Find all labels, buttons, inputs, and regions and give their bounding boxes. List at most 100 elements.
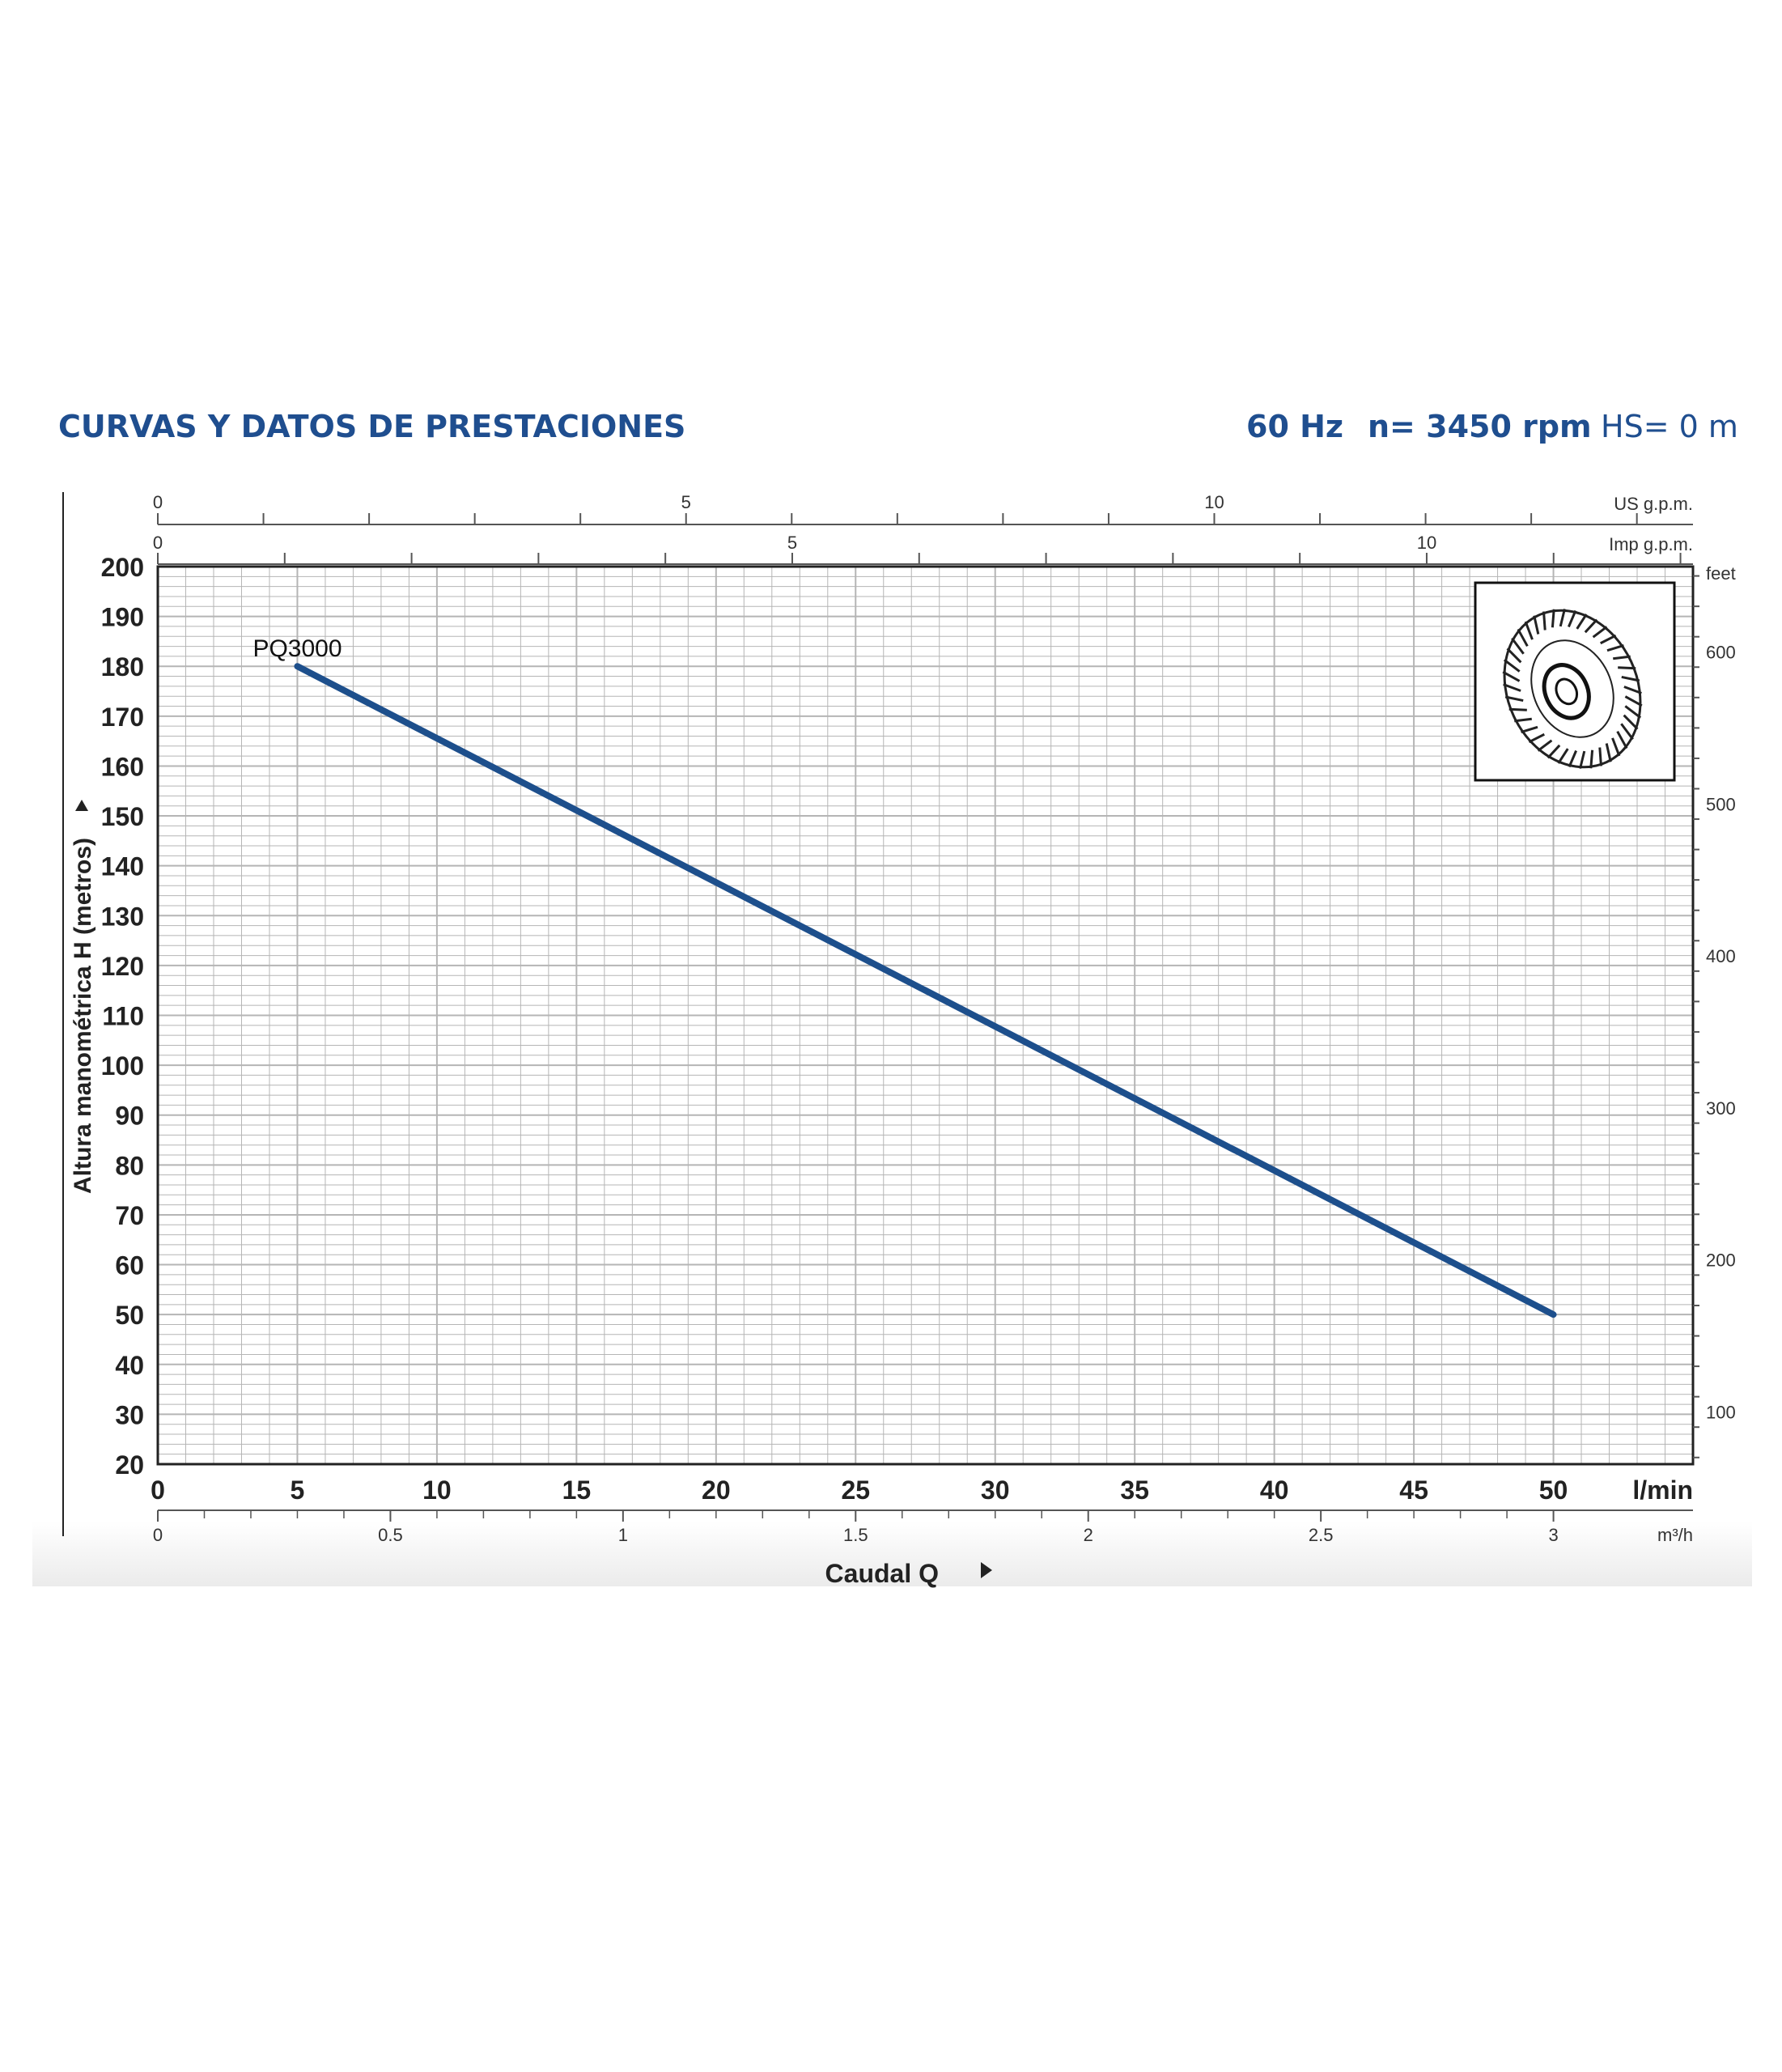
x-tick-label: 25 [841, 1475, 870, 1505]
x-tick-label: 30 [981, 1475, 1010, 1505]
impeller-vane [1524, 621, 1534, 640]
impeller-frame [1474, 581, 1676, 782]
y-tick-label: 40 [115, 1351, 144, 1380]
y-arrow-icon [75, 800, 88, 811]
us-gpm-unit: US g.p.m. [1614, 494, 1693, 514]
y-tick-label: 170 [101, 703, 144, 732]
secondary-axes: 0 5 10 US g.p.m. 0 5 10 Imp g.p.m. 0 0.5 1 1.5 2 2.5 3… [153, 492, 1736, 1545]
series-layer: PQ3000 [252, 635, 1557, 1318]
impeller-vane [1508, 707, 1527, 711]
y-tick-label: 190 [101, 603, 144, 632]
feet-label: 200 [1706, 1250, 1736, 1271]
y-tick-label: 50 [115, 1301, 144, 1330]
impeller-vane [1551, 609, 1555, 628]
impeller-inner [1530, 639, 1614, 738]
impeller-vane [1511, 637, 1525, 655]
frequency-label: 60 Hz [1246, 409, 1344, 444]
feet-label: 400 [1706, 946, 1736, 966]
x-tick-label: 20 [702, 1475, 731, 1505]
feet-label: 500 [1706, 794, 1736, 814]
impeller-vane [1623, 686, 1642, 694]
us-gpm-label: 5 [681, 492, 691, 512]
y-tick-label: 140 [101, 852, 144, 881]
m3h-label: 0 [153, 1525, 163, 1545]
imp-gpm-label: 0 [153, 533, 163, 553]
impeller-vane [1517, 628, 1529, 648]
y-tick-label: 30 [115, 1400, 144, 1429]
series-line [294, 663, 1557, 1318]
impeller-rim [1503, 609, 1642, 769]
x-tick-label: 40 [1260, 1475, 1289, 1505]
x-axis-title: Caudal Q [825, 1559, 939, 1588]
impeller-vane [1620, 723, 1634, 741]
speed-label: n= 3450 rpm [1368, 409, 1592, 444]
m3h-label: 0.5 [378, 1525, 403, 1545]
y-tick-label: 100 [101, 1051, 144, 1081]
y-tick-label: 90 [115, 1102, 144, 1131]
impeller-vane [1589, 749, 1594, 769]
us-gpm-label: 10 [1204, 492, 1224, 512]
impeller-vane [1514, 717, 1532, 723]
impeller-vane [1503, 659, 1521, 673]
impeller-vane [1521, 725, 1538, 733]
page-fade [32, 1522, 1752, 1586]
chart-axes: 2030405060708090100110120130140150160170… [62, 492, 1695, 1588]
impeller-vane [1557, 748, 1569, 764]
impeller-vane [1598, 747, 1602, 766]
impeller-vane [1502, 670, 1521, 682]
impeller-vane [1616, 730, 1628, 749]
feet-label: 300 [1706, 1098, 1736, 1119]
y-tick-label: 110 [102, 1002, 144, 1031]
m3h-unit: m³/h [1657, 1525, 1693, 1545]
imp-gpm-unit: Imp g.p.m. [1609, 534, 1693, 554]
impeller-vane [1605, 743, 1612, 762]
impeller-vane [1568, 749, 1577, 768]
impeller-icon [1474, 581, 1676, 782]
impeller-vane [1600, 634, 1617, 645]
m3h-label: 1 [618, 1525, 628, 1545]
y-tick-label: 130 [101, 902, 144, 931]
impeller-vane [1621, 675, 1640, 682]
x-tick-label: 50 [1539, 1475, 1568, 1505]
m3h-label: 2 [1084, 1525, 1093, 1545]
impeller-hub [1542, 663, 1591, 720]
y-axis-title: Altura manométrica H (metros) [70, 838, 96, 1194]
impeller-vane [1542, 611, 1547, 631]
y-tick-label: 180 [101, 652, 144, 681]
impeller-vane [1533, 615, 1540, 635]
m3h-label: 1.5 [843, 1525, 868, 1545]
x-tick-label: 10 [422, 1475, 452, 1505]
impeller-vane [1584, 618, 1598, 634]
impeller-vane [1624, 705, 1642, 719]
x-unit-label: l/min [1632, 1475, 1693, 1505]
y-tick-label: 160 [101, 752, 144, 781]
impeller-vane [1503, 683, 1521, 692]
impeller-vane [1576, 614, 1588, 630]
m3h-label: 3 [1548, 1525, 1558, 1545]
impeller-vane [1613, 655, 1631, 660]
impeller-vane [1592, 626, 1608, 639]
x-tick-label: 15 [562, 1475, 592, 1505]
impeller-vane [1547, 744, 1561, 759]
feet-unit: feet [1706, 563, 1736, 584]
impeller-vane [1506, 648, 1522, 664]
chart-grid [157, 566, 1694, 1465]
suction-label: HS= 0 m [1601, 409, 1738, 444]
series-label: PQ3000 [252, 635, 342, 662]
m3h-label: 2.5 [1309, 1525, 1334, 1545]
y-tick-label: 200 [101, 553, 144, 582]
feet-label: 100 [1706, 1402, 1736, 1422]
y-tick-label: 150 [101, 802, 144, 831]
impeller-vane [1624, 695, 1643, 707]
page-title: CURVAS Y DATOS DE PRESTACIONES [58, 409, 686, 444]
imp-gpm-label: 10 [1417, 533, 1436, 553]
y-tick-label: 70 [115, 1201, 144, 1230]
impeller-vane [1528, 732, 1545, 744]
impeller-bore [1555, 677, 1579, 706]
impeller-vane [1606, 644, 1624, 652]
impeller-vane [1579, 750, 1586, 769]
impeller-vane [1623, 714, 1639, 730]
impeller-vane [1568, 609, 1577, 628]
x-tick-label: 35 [1120, 1475, 1149, 1505]
